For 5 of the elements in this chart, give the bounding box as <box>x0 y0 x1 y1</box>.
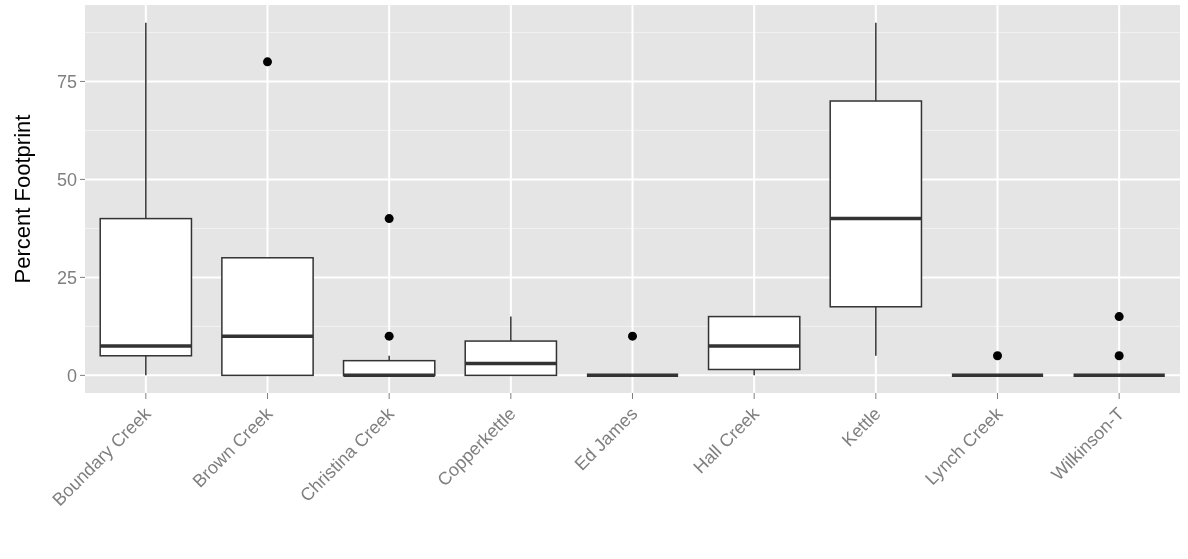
y-tick-label: 50 <box>56 169 77 190</box>
y-axis-title: Percent Footprint <box>10 114 35 284</box>
y-tick-label: 25 <box>56 267 77 288</box>
y-tick-label: 0 <box>66 365 77 386</box>
y-tick-label: 75 <box>56 71 77 92</box>
